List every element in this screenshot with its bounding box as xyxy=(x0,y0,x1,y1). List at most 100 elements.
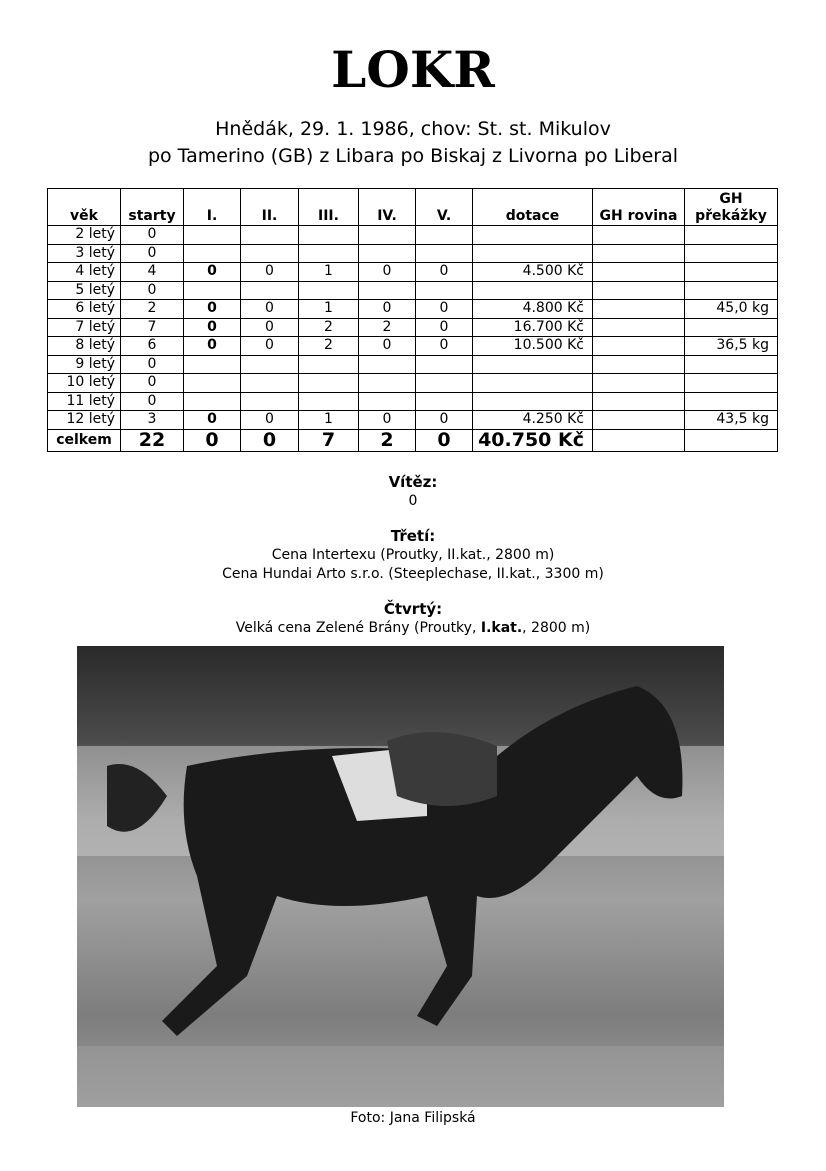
table-row: 3 letý 0 xyxy=(47,243,778,263)
third-section: Třetí: Cena Intertexu (Proutky, II.kat.,… xyxy=(0,527,826,584)
table-cell: 0 xyxy=(183,428,241,452)
winner-line: 0 xyxy=(408,493,418,509)
table-cell: celkem xyxy=(47,428,121,452)
table-cell: 1 xyxy=(298,410,359,430)
table-cell: 0 xyxy=(240,299,299,319)
table-cell: 12 letý xyxy=(47,410,121,430)
table-cell: 43,5 kg xyxy=(684,410,778,430)
table-cell: 4 xyxy=(120,262,184,282)
table-cell: 2 xyxy=(298,317,359,337)
table-cell: 0 xyxy=(415,317,473,337)
table-cell: 36,5 kg xyxy=(684,336,778,356)
table-cell xyxy=(592,336,685,356)
table-cell: 0 xyxy=(120,354,184,374)
table-cell xyxy=(183,373,241,393)
table-cell xyxy=(240,243,299,263)
table-cell: 2 xyxy=(120,299,184,319)
fourth-line: Velká cena Zelené Brány (Proutky, I.kat.… xyxy=(0,619,826,638)
table-row: 6 letý 2 0 0 1 0 0 4.800 Kč 45,0 kg xyxy=(47,299,778,319)
horse-silhouette xyxy=(77,686,724,1107)
column-header: III. xyxy=(298,188,359,226)
table-cell xyxy=(358,280,416,300)
table-cell: 9 letý xyxy=(47,354,121,374)
horse-name-title: LOKR xyxy=(331,40,495,99)
table-cell: 10 letý xyxy=(47,373,121,393)
table-cell xyxy=(415,243,473,263)
table-cell xyxy=(472,391,593,411)
table-cell xyxy=(592,317,685,337)
third-line: Cena Intertexu (Proutky, II.kat., 2800 m… xyxy=(271,547,555,563)
table-cell xyxy=(358,373,416,393)
table-cell: 11 letý xyxy=(47,391,121,411)
table-cell xyxy=(298,280,359,300)
table-cell: 4.800 Kč xyxy=(472,299,593,319)
table-cell xyxy=(472,373,593,393)
table-cell: 0 xyxy=(415,299,473,319)
table-cell xyxy=(183,280,241,300)
table-row: 8 letý 6 0 0 2 0 0 10.500 Kč 36,5 kg xyxy=(47,336,778,356)
table-cell: 6 xyxy=(120,336,184,356)
column-header: V. xyxy=(415,188,473,226)
table-cell xyxy=(415,280,473,300)
third-line: Cena Hundai Arto s.r.o. (Steeplechase, I… xyxy=(222,566,604,582)
table-cell xyxy=(592,354,685,374)
table-row: 9 letý 0 xyxy=(47,354,778,374)
table-cell: 0 xyxy=(120,391,184,411)
table-cell: 22 xyxy=(120,428,184,452)
table-cell: 0 xyxy=(415,410,473,430)
table-cell xyxy=(183,354,241,374)
table-cell: 0 xyxy=(120,280,184,300)
table-cell: 0 xyxy=(183,317,241,337)
third-heading: Třetí: xyxy=(390,527,436,545)
table-cell: 0 xyxy=(240,410,299,430)
table-cell xyxy=(472,243,593,263)
table-cell: 2 letý xyxy=(47,225,121,245)
column-header: I. xyxy=(183,188,241,226)
table-cell xyxy=(684,317,778,337)
table-cell: 8 letý xyxy=(47,336,121,356)
table-cell xyxy=(240,391,299,411)
table-cell xyxy=(592,428,685,452)
table-cell: 0 xyxy=(415,336,473,356)
table-cell: 0 xyxy=(183,262,241,282)
horse-photo xyxy=(77,646,724,1107)
table-cell xyxy=(415,373,473,393)
table-cell: 0 xyxy=(415,262,473,282)
table-cell xyxy=(183,225,241,245)
table-cell xyxy=(592,410,685,430)
table-cell xyxy=(240,354,299,374)
column-header: IV. xyxy=(358,188,416,226)
column-header: II. xyxy=(240,188,299,226)
fourth-section: Čtvrtý: Velká cena Zelené Brány (Proutky… xyxy=(0,600,826,638)
table-cell: 2 xyxy=(358,428,416,452)
table-cell xyxy=(240,225,299,245)
fourth-line-text: Velká cena Zelené Brány (Proutky, xyxy=(235,620,481,636)
table-cell: 0 xyxy=(183,299,241,319)
table-cell xyxy=(358,391,416,411)
table-cell: 0 xyxy=(183,336,241,356)
table-row: 10 letý 0 xyxy=(47,373,778,393)
total-row: celkem 22 0 0 7 2 0 40.750 Kč xyxy=(47,428,778,452)
table-cell: 6 letý xyxy=(47,299,121,319)
table-cell: 3 xyxy=(120,410,184,430)
table-cell xyxy=(472,225,593,245)
table-cell: 2 xyxy=(358,317,416,337)
table-cell xyxy=(684,373,778,393)
table-cell: 3 letý xyxy=(47,243,121,263)
winner-heading: Vítěz: xyxy=(388,473,438,491)
table-cell: 4 letý xyxy=(47,262,121,282)
table-cell xyxy=(684,354,778,374)
table-cell: 7 xyxy=(298,428,359,452)
table-cell xyxy=(240,373,299,393)
table-cell: 1 xyxy=(298,299,359,319)
table-cell xyxy=(298,243,359,263)
table-cell: 0 xyxy=(240,262,299,282)
table-cell: 10.500 Kč xyxy=(472,336,593,356)
table-cell xyxy=(592,391,685,411)
pedigree: po Tamerino (GB) z Libara po Biskaj z Li… xyxy=(147,145,679,167)
table-cell: 0 xyxy=(240,336,299,356)
fourth-line-category: I.kat. xyxy=(480,620,523,636)
table-cell xyxy=(592,280,685,300)
column-header: starty xyxy=(120,188,184,226)
table-cell xyxy=(183,391,241,411)
